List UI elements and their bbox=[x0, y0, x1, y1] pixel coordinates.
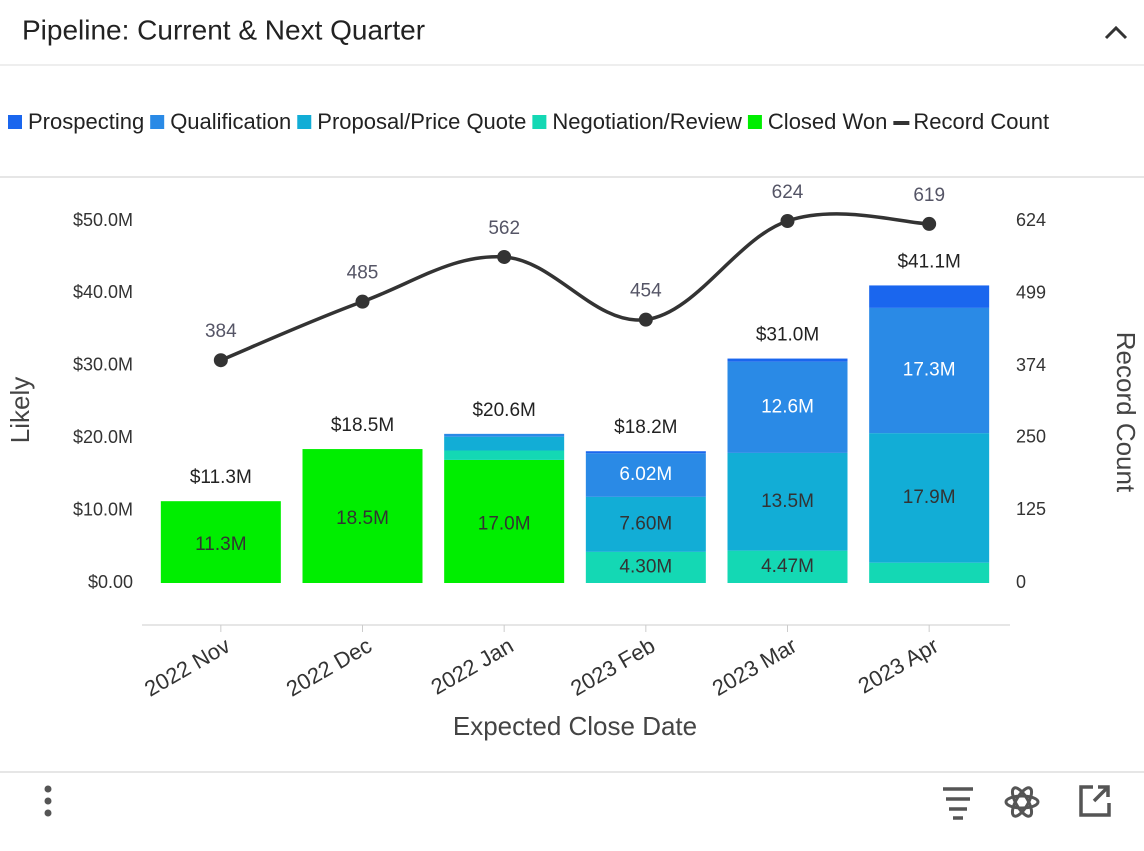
y2-tick-label: 0 bbox=[1016, 572, 1026, 592]
bar-segment bbox=[585, 551, 706, 583]
bar-segment bbox=[869, 562, 990, 583]
total-label: $31.0M bbox=[756, 325, 819, 346]
bar-label: 4.30M bbox=[619, 556, 672, 577]
line-point bbox=[355, 294, 370, 309]
line-point bbox=[922, 216, 937, 231]
legend-swatch bbox=[150, 115, 165, 129]
legend-swatch bbox=[747, 115, 762, 129]
bar-segment bbox=[727, 358, 848, 362]
bar-segment bbox=[444, 450, 565, 460]
line-point bbox=[497, 249, 512, 264]
total-label: $18.5M bbox=[331, 415, 394, 436]
y-tick-label: $30.0M bbox=[73, 355, 133, 375]
total-label: $41.1M bbox=[897, 251, 960, 272]
bar-segment bbox=[869, 307, 990, 434]
point-label: 562 bbox=[488, 218, 520, 239]
bar-label: 6.02M bbox=[619, 464, 672, 485]
y2-tick-label: 250 bbox=[1016, 427, 1046, 447]
point-label: 485 bbox=[347, 263, 379, 284]
y-tick-label: $10.0M bbox=[73, 499, 133, 519]
bar-segment bbox=[585, 453, 706, 497]
x-tick-label: 2022 Nov bbox=[140, 633, 234, 702]
bar-segment bbox=[727, 550, 848, 583]
y-axis-title: Likely bbox=[5, 377, 35, 443]
legend-swatch bbox=[297, 115, 312, 129]
legend-entry: Proposal/Price Quote bbox=[317, 109, 526, 134]
y2-tick-label: 499 bbox=[1016, 282, 1046, 302]
y2-tick-label: 125 bbox=[1016, 499, 1046, 519]
bar-label: 17.3M bbox=[903, 360, 956, 381]
bar-segment bbox=[444, 436, 565, 451]
legend-entry: Qualification bbox=[170, 109, 291, 134]
line-point bbox=[780, 214, 795, 228]
bar-segment bbox=[444, 459, 565, 583]
bar-segment bbox=[869, 433, 990, 563]
collapse-button[interactable] bbox=[1104, 25, 1128, 40]
y-tick-label: $50.0M bbox=[73, 210, 133, 230]
bar-label: 12.6M bbox=[761, 396, 814, 417]
line-point bbox=[638, 312, 653, 327]
point-label: 454 bbox=[630, 281, 662, 302]
y-tick-label: $40.0M bbox=[73, 282, 133, 302]
legend-entry: Record Count bbox=[913, 109, 1049, 134]
point-label: 619 bbox=[913, 185, 945, 206]
point-label: 624 bbox=[772, 182, 804, 203]
bar-segment bbox=[585, 496, 706, 552]
legend-entry: Prospecting bbox=[28, 109, 144, 134]
more-menu[interactable] bbox=[44, 785, 52, 817]
line-point bbox=[213, 353, 228, 368]
open-external[interactable] bbox=[1079, 785, 1111, 817]
bar-segment bbox=[585, 451, 706, 454]
widget-title: Pipeline: Current & Next Quarter bbox=[22, 14, 425, 45]
bar-segment bbox=[727, 452, 848, 551]
bar-label: 17.0M bbox=[478, 513, 531, 534]
bar-segment bbox=[869, 285, 990, 308]
bar-label: 18.5M bbox=[336, 508, 389, 529]
y2-tick-label: 624 bbox=[1016, 210, 1046, 230]
x-tick-label: 2023 Apr bbox=[854, 633, 943, 699]
x-tick-label: 2022 Dec bbox=[282, 633, 376, 702]
legend-entry: Negotiation/Review bbox=[552, 109, 742, 134]
y-tick-label: $0.00 bbox=[88, 572, 133, 592]
point-label: 384 bbox=[205, 321, 237, 342]
total-label: $20.6M bbox=[472, 400, 535, 421]
y-tick-label: $20.0M bbox=[73, 427, 133, 447]
bar-label: 11.3M bbox=[195, 534, 246, 555]
legend-swatch bbox=[8, 115, 22, 129]
y2-tick-label: 374 bbox=[1016, 355, 1046, 375]
legend-entry: Closed Won bbox=[768, 109, 887, 134]
x-tick-label: 2023 Mar bbox=[708, 633, 801, 701]
total-label: $18.2M bbox=[614, 417, 677, 438]
x-axis-title: Expected Close Date bbox=[453, 711, 697, 741]
bar-segment bbox=[444, 433, 565, 437]
y2-axis-title: Record Count bbox=[1111, 332, 1141, 493]
total-label: $11.3M bbox=[190, 467, 252, 488]
bar-label: 13.5M bbox=[761, 491, 814, 512]
x-tick-label: 2023 Feb bbox=[566, 633, 659, 701]
bar-label: 17.9M bbox=[903, 487, 956, 508]
bar-label: 7.60M bbox=[619, 513, 672, 534]
filter-button[interactable] bbox=[943, 787, 973, 820]
legend-swatch bbox=[893, 121, 910, 125]
line bbox=[220, 212, 930, 362]
bar-segment bbox=[302, 449, 423, 583]
bar-segment bbox=[160, 501, 281, 583]
bar-label: 4.47M bbox=[761, 556, 814, 577]
react-button[interactable] bbox=[1004, 785, 1040, 819]
bar-segment bbox=[727, 361, 848, 453]
legend-swatch bbox=[532, 115, 547, 129]
x-tick-label: 2022 Jan bbox=[427, 633, 518, 700]
